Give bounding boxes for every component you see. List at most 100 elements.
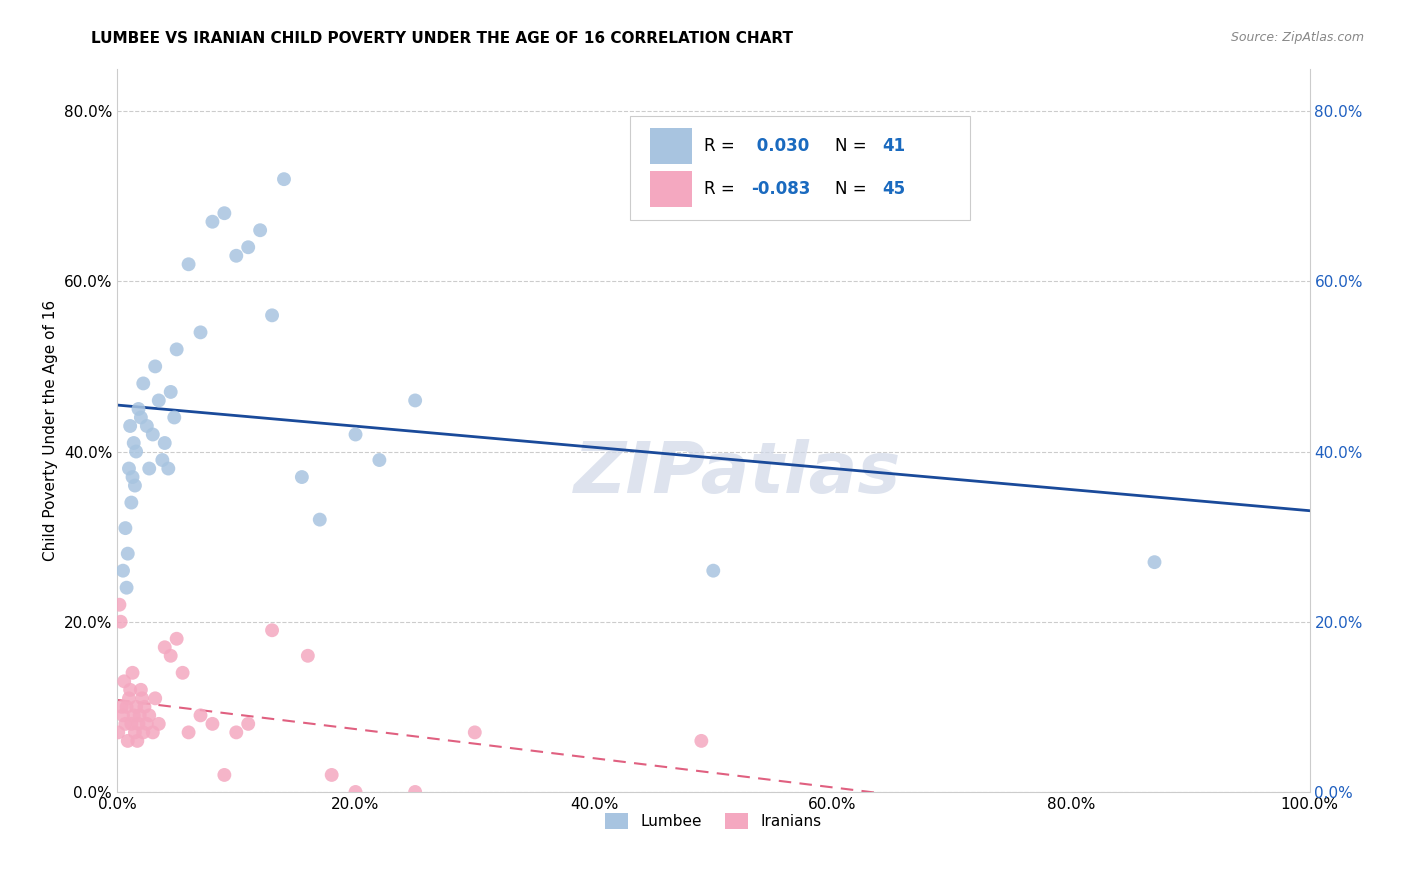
Point [131, 691, 153, 706]
Point [108, 598, 131, 612]
Bar [650, 171, 692, 208]
Point [201, 717, 224, 731]
Point [1143, 555, 1166, 569]
Point [157, 461, 180, 475]
Point [120, 717, 142, 731]
Point [368, 453, 391, 467]
Point [404, 393, 426, 408]
Point [153, 640, 176, 655]
FancyBboxPatch shape [630, 116, 970, 220]
Point [117, 734, 139, 748]
Point [404, 785, 426, 799]
Point [138, 461, 160, 475]
Point [163, 410, 186, 425]
Point [159, 384, 181, 399]
Point [118, 691, 141, 706]
Point [120, 419, 142, 434]
Point [115, 581, 138, 595]
Point [112, 674, 135, 689]
Point [143, 359, 166, 374]
Point [291, 470, 314, 484]
Point [124, 478, 146, 492]
Text: R =: R = [704, 137, 740, 155]
Point [344, 427, 367, 442]
Point [260, 309, 283, 323]
Point [121, 470, 143, 484]
Text: 0.030: 0.030 [751, 137, 810, 155]
Text: LUMBEE VS IRANIAN CHILD POVERTY UNDER THE AGE OF 16 CORRELATION CHART: LUMBEE VS IRANIAN CHILD POVERTY UNDER TH… [91, 31, 793, 46]
Point [120, 495, 142, 509]
Point [225, 249, 247, 263]
Point [135, 717, 157, 731]
Point [321, 768, 343, 782]
Point [118, 461, 141, 475]
Point [166, 343, 188, 357]
Point [111, 708, 134, 723]
Point [117, 547, 139, 561]
Point [260, 624, 283, 638]
Text: 41: 41 [883, 137, 905, 155]
Point [111, 564, 134, 578]
Point [238, 240, 260, 254]
Point [190, 326, 212, 340]
Point [225, 725, 247, 739]
Point [114, 521, 136, 535]
Point [464, 725, 486, 739]
Point [120, 682, 142, 697]
Point [125, 444, 148, 458]
Point [177, 257, 200, 271]
Point [308, 513, 330, 527]
Point [153, 436, 176, 450]
Point [132, 725, 155, 739]
Point [214, 768, 236, 782]
Point [128, 401, 150, 416]
Point [172, 665, 194, 680]
Point [190, 708, 212, 723]
Point [690, 734, 713, 748]
Point [129, 410, 152, 425]
Text: Source: ZipAtlas.com: Source: ZipAtlas.com [1230, 31, 1364, 45]
Point [249, 223, 271, 237]
Point [143, 691, 166, 706]
Bar [650, 128, 692, 164]
Point [128, 717, 150, 731]
Point [177, 725, 200, 739]
Point [132, 376, 155, 391]
Point [127, 734, 149, 748]
Point [110, 615, 132, 629]
Point [115, 699, 138, 714]
Point [142, 427, 165, 442]
Point [214, 206, 236, 220]
Point [142, 725, 165, 739]
Point [125, 699, 148, 714]
Point [148, 393, 170, 408]
Text: 45: 45 [883, 180, 905, 198]
Point [166, 632, 188, 646]
Text: ZIPatlas: ZIPatlas [574, 439, 901, 508]
Point [114, 717, 136, 731]
Point [273, 172, 295, 186]
Text: -0.083: -0.083 [751, 180, 811, 198]
Point [128, 708, 150, 723]
Text: N =: N = [835, 137, 872, 155]
Text: N =: N = [835, 180, 872, 198]
Y-axis label: Child Poverty Under the Age of 16: Child Poverty Under the Age of 16 [44, 300, 58, 561]
Point [121, 665, 143, 680]
Legend: Lumbee, Iranians: Lumbee, Iranians [599, 806, 827, 835]
Point [135, 419, 157, 434]
Point [138, 708, 160, 723]
Point [124, 725, 146, 739]
Point [201, 215, 224, 229]
Point [122, 708, 145, 723]
Point [111, 699, 134, 714]
Point [159, 648, 181, 663]
Point [107, 725, 129, 739]
Point [344, 785, 367, 799]
Point [297, 648, 319, 663]
Point [129, 682, 152, 697]
Point [150, 453, 173, 467]
Text: R =: R = [704, 180, 740, 198]
Point [134, 699, 156, 714]
Point [702, 564, 724, 578]
Point [148, 717, 170, 731]
